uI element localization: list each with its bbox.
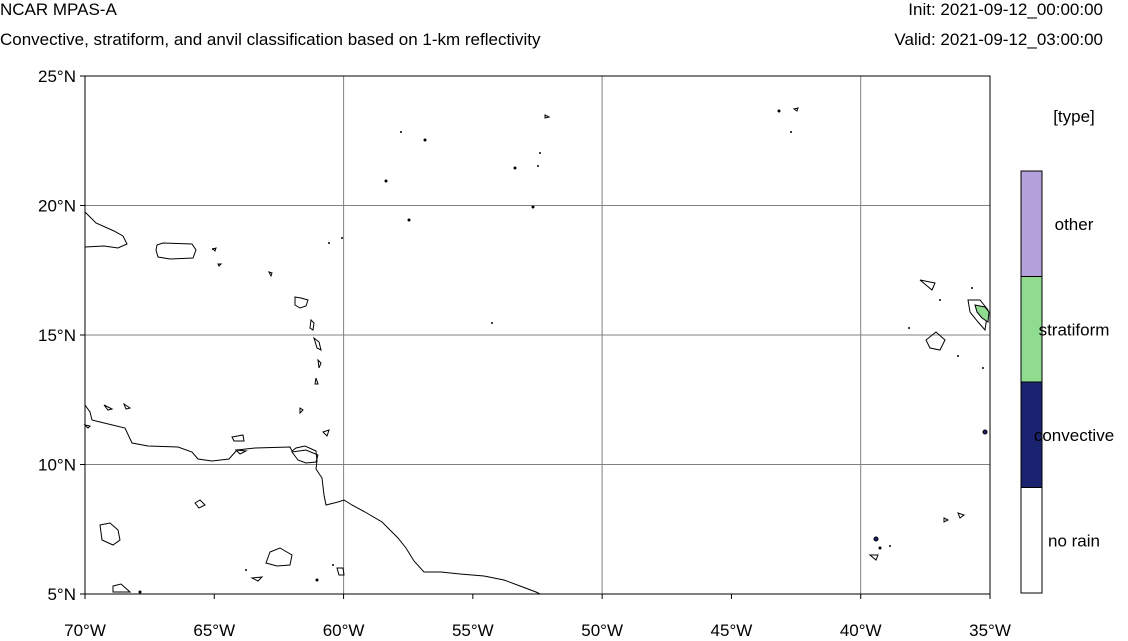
dot xyxy=(328,242,330,244)
map-subtitle: Convective, stratiform, and anvil classi… xyxy=(0,30,541,49)
dot xyxy=(982,367,984,369)
lon-label: 35°W xyxy=(969,621,1011,640)
island-puerto-rico xyxy=(155,242,197,260)
valid-time: Valid: 2021-09-12_03:00:00 xyxy=(894,30,1103,49)
legend-colorbar: other stratiform convective no rain xyxy=(1020,170,1114,594)
island-dominica xyxy=(309,318,315,331)
dot xyxy=(957,355,959,357)
island-hispaniola-edge xyxy=(84,211,128,249)
island-st-vincent xyxy=(314,377,319,385)
island-st-lucia xyxy=(317,358,322,369)
dot xyxy=(908,327,910,329)
dot xyxy=(539,152,541,154)
map-title: NCAR MPAS-A xyxy=(0,0,117,19)
dot xyxy=(407,218,411,222)
latitude-axis: 25°N 20°N 15°N 10°N 5°N xyxy=(38,67,85,604)
dot xyxy=(491,322,493,324)
dot xyxy=(513,166,517,170)
lon-label: 60°W xyxy=(323,621,365,640)
dot xyxy=(889,545,891,547)
cell-outline xyxy=(943,517,950,523)
cell-outline xyxy=(194,499,206,509)
stratiform-cell xyxy=(974,304,990,323)
island-bonaire xyxy=(122,402,132,410)
dot xyxy=(531,205,535,209)
coast-south-america xyxy=(84,404,541,595)
cell-outline xyxy=(957,512,966,519)
cell-outline xyxy=(544,114,551,119)
cell-outline xyxy=(967,299,989,332)
dot xyxy=(332,564,334,566)
island-virgin xyxy=(212,247,217,252)
legend-title: [type] xyxy=(1053,107,1095,126)
lon-label: 40°W xyxy=(840,621,882,640)
lat-label: 10°N xyxy=(38,456,76,475)
island-st-kitts xyxy=(268,271,273,278)
inland-lake xyxy=(99,522,121,546)
dot xyxy=(971,287,973,289)
dot xyxy=(400,131,402,133)
lon-label: 50°W xyxy=(581,621,623,640)
rain-cells xyxy=(873,304,990,542)
cell-outline xyxy=(112,583,132,593)
lat-label: 25°N xyxy=(38,67,76,86)
island-tobago xyxy=(322,429,330,437)
dot xyxy=(341,237,343,239)
isolated-cells xyxy=(138,109,984,594)
dot xyxy=(878,546,882,550)
island-aruba xyxy=(83,424,92,429)
island-martinique xyxy=(313,336,322,351)
island-trinidad xyxy=(291,449,319,464)
legend-swatch-other xyxy=(1020,170,1043,277)
dot xyxy=(212,248,214,250)
lon-label: 55°W xyxy=(452,621,494,640)
dot xyxy=(138,590,142,594)
island-guadeloupe xyxy=(294,296,309,309)
cell-outline xyxy=(919,279,936,291)
legend-label-stratiform: stratiform xyxy=(1039,320,1110,339)
cell-outline xyxy=(868,554,879,561)
cell-outline xyxy=(265,547,293,567)
cell-outline xyxy=(925,331,946,351)
dot xyxy=(315,578,319,582)
lon-label: 45°W xyxy=(711,621,753,640)
dot xyxy=(423,138,427,142)
lat-label: 5°N xyxy=(47,585,76,604)
legend-label-no-rain: no rain xyxy=(1048,531,1100,550)
legend-swatch-no-rain xyxy=(1020,487,1043,594)
legend-label-other: other xyxy=(1055,215,1094,234)
island-grenadines xyxy=(299,407,304,415)
island-anguilla xyxy=(217,263,223,267)
lon-label: 65°W xyxy=(193,621,235,640)
dot xyxy=(537,165,539,167)
dot xyxy=(384,179,388,183)
gridlines xyxy=(85,76,990,594)
island-margarita xyxy=(231,434,245,442)
lon-label: 70°W xyxy=(64,621,106,640)
island-curacao xyxy=(103,404,114,411)
dot xyxy=(245,569,247,571)
cell-outline xyxy=(250,576,264,582)
init-time: Init: 2021-09-12_00:00:00 xyxy=(908,0,1103,19)
cell-outline xyxy=(792,107,799,112)
lat-label: 15°N xyxy=(38,326,76,345)
lat-label: 20°N xyxy=(38,197,76,216)
island-coche xyxy=(234,449,248,455)
dot xyxy=(939,299,941,301)
convective-cell xyxy=(982,429,988,435)
coastlines xyxy=(83,107,989,595)
legend-label-convective: convective xyxy=(1034,426,1114,445)
dot xyxy=(790,131,792,133)
convective-cell xyxy=(873,536,879,542)
cell-outline xyxy=(336,567,345,576)
longitude-axis: 70°W 65°W 60°W 55°W 50°W 45°W 40°W 35°W xyxy=(64,594,1011,640)
dot xyxy=(777,109,781,113)
